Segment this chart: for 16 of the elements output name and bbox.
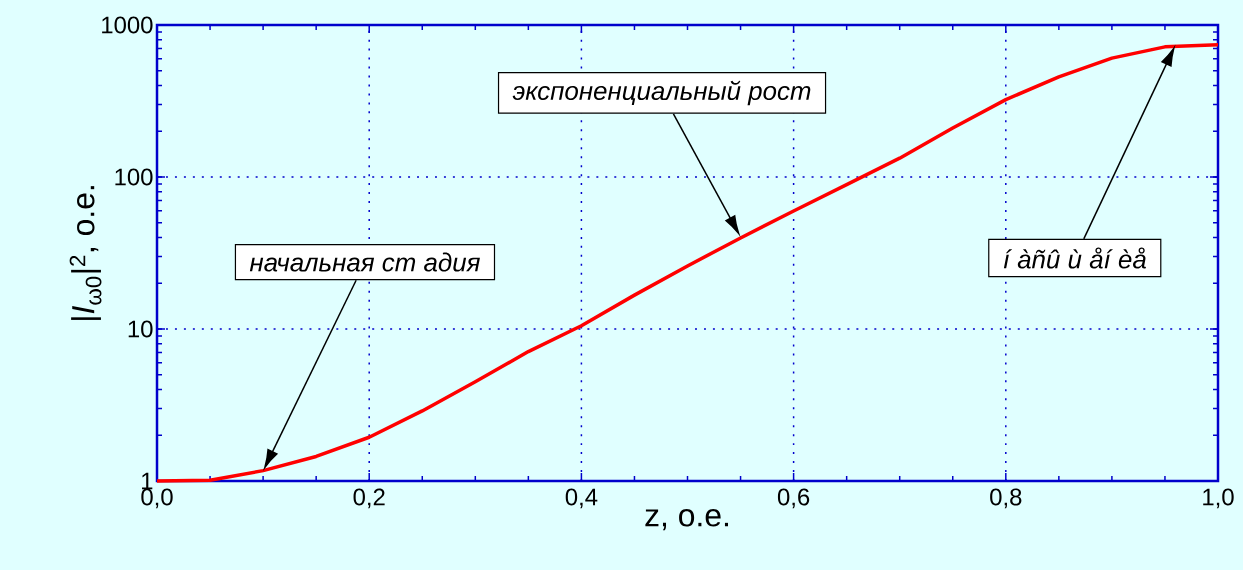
y-tick-label: 1 bbox=[142, 472, 153, 490]
annotation: экспоненциальный рост bbox=[512, 80, 811, 106]
y-axis-title: |I$_{ω0}$|$^{2}$, о.е. bbox=[69, 186, 102, 320]
line-series bbox=[155, 43, 1220, 483]
annotation: начальная ст адия bbox=[249, 252, 480, 272]
x-tick-label: 0,0 bbox=[141, 488, 173, 509]
annotation: í àñû ù åí èå bbox=[1003, 247, 1146, 269]
x-axis-title: z, о.е. bbox=[645, 509, 728, 531]
x-tick-label: 0,2 bbox=[353, 488, 385, 509]
y-tick-label: 100 bbox=[115, 168, 153, 186]
y-tick-label: 10 bbox=[128, 320, 153, 338]
x-tick-label: 0,8 bbox=[990, 488, 1022, 509]
x-tick-label: 0,4 bbox=[565, 488, 598, 509]
y-tick-label: 1000 bbox=[102, 16, 153, 34]
x-tick-label: 0,6 bbox=[777, 488, 810, 509]
x-tick-label: 1,0 bbox=[1203, 488, 1234, 509]
